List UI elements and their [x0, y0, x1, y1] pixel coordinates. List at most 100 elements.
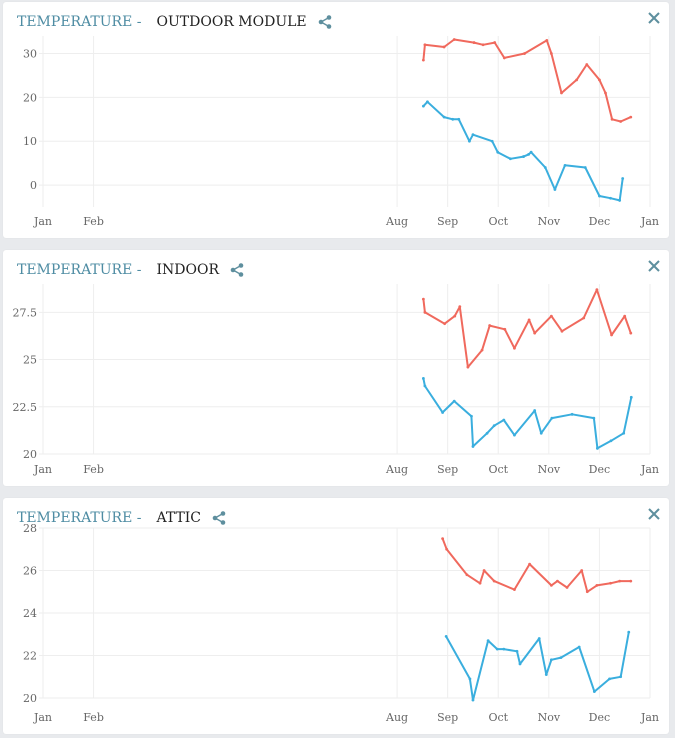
x-tick-label: Aug: [385, 215, 408, 228]
x-tick-label: Aug: [385, 463, 408, 476]
close-icon[interactable]: [647, 259, 661, 273]
data-point: [492, 424, 496, 428]
panel-title: OUTDOOR MODULE: [156, 14, 307, 30]
data-point: [492, 579, 496, 583]
data-point: [421, 377, 425, 380]
data-point: [452, 38, 456, 41]
data-point: [553, 188, 557, 191]
data-point: [582, 316, 586, 320]
data-point: [445, 547, 449, 551]
data-point: [549, 314, 553, 318]
x-tick-label: Jan: [640, 711, 659, 724]
y-tick-label: 27.5: [13, 306, 38, 319]
close-icon[interactable]: [647, 507, 661, 521]
y-tick-label: 20: [23, 692, 37, 705]
data-point: [598, 78, 601, 82]
data-point: [565, 586, 569, 589]
temperature-chart: 27.5 25 22.5 20 Jan Feb Aug Sep Oct Nov Dec Jan: [13, 284, 659, 476]
data-point: [513, 346, 516, 350]
data-point: [426, 100, 429, 104]
data-point: [539, 431, 543, 435]
data-point: [533, 331, 537, 335]
data-point: [502, 647, 506, 651]
close-icon[interactable]: [647, 11, 661, 25]
data-point: [503, 327, 507, 331]
panel-outdoor-module: TEMPERATURE - OUTDOOR MODULE 30 20 10 0 Jan F…: [3, 2, 669, 238]
data-point: [480, 348, 484, 352]
data-point: [466, 365, 470, 369]
data-point: [518, 662, 522, 666]
y-tick-label: 0: [30, 179, 37, 192]
data-point: [560, 329, 564, 333]
data-point: [523, 52, 526, 55]
data-point: [592, 416, 596, 420]
data-point: [604, 91, 607, 95]
data-point: [441, 411, 445, 414]
data-point: [595, 288, 599, 292]
x-tick-label: Jan: [640, 215, 659, 228]
data-point: [488, 324, 492, 327]
temperature-chart: 30 20 10 0 Jan Feb Aug Sep Oct Nov Dec Jan: [23, 36, 659, 228]
x-tick-label: Sep: [437, 215, 458, 228]
data-point: [468, 139, 471, 143]
data-point: [622, 431, 626, 435]
data-point: [482, 569, 486, 572]
data-point: [609, 581, 612, 585]
data-point: [471, 698, 475, 702]
data-point: [618, 199, 622, 202]
data-point: [610, 117, 614, 121]
data-point: [444, 634, 448, 638]
data-point: [608, 677, 611, 681]
data-point: [468, 677, 472, 681]
panel-header: TEMPERATURE - ATTIC: [17, 508, 226, 528]
data-point: [441, 537, 445, 541]
data-point: [421, 104, 425, 108]
data-point: [627, 630, 631, 634]
x-tick-label: Feb: [83, 711, 104, 724]
data-point: [550, 416, 554, 420]
data-point: [457, 117, 461, 121]
data-point: [598, 194, 601, 198]
x-tick-label: Oct: [488, 711, 508, 724]
x-tick-label: Dec: [589, 463, 611, 476]
x-tick-label: Oct: [488, 215, 508, 228]
series-line-low: [445, 631, 630, 702]
panel-indoor: TEMPERATURE - INDOOR 27.5 25 22.5 20 Jan Feb A…: [3, 250, 669, 486]
x-tick-label: Dec: [589, 215, 611, 228]
data-point: [515, 649, 519, 653]
data-point: [618, 579, 622, 583]
y-tick-label: 25: [23, 354, 37, 367]
series-line-high: [441, 538, 631, 593]
data-point: [478, 581, 482, 585]
share-icon[interactable]: [230, 263, 244, 277]
data-point: [442, 45, 446, 49]
y-tick-label: 26: [23, 565, 37, 578]
data-point: [502, 418, 506, 422]
x-tick-label: Nov: [538, 215, 561, 228]
panel-title-prefix: TEMPERATURE -: [17, 14, 142, 30]
data-point: [556, 579, 559, 583]
data-point: [549, 658, 553, 662]
panel-header: TEMPERATURE - INDOOR: [17, 260, 244, 280]
data-point: [629, 395, 633, 399]
data-point: [583, 166, 587, 169]
series-line-low: [422, 378, 633, 450]
data-point: [609, 439, 613, 443]
data-point: [595, 583, 599, 587]
data-point: [629, 579, 633, 583]
data-point: [495, 647, 499, 651]
share-icon[interactable]: [212, 511, 226, 525]
data-point: [421, 58, 425, 62]
data-point: [592, 690, 596, 694]
y-tick-label: 22: [23, 650, 37, 663]
data-point: [471, 133, 475, 137]
data-point: [585, 63, 589, 66]
panel-attic: TEMPERATURE - ATTIC 28 26 24 22 20 Jan Feb Aug S…: [3, 498, 669, 734]
panel-title: INDOOR: [156, 262, 220, 278]
data-point: [529, 150, 533, 154]
share-icon[interactable]: [318, 15, 332, 29]
data-point: [563, 163, 567, 167]
data-point: [490, 139, 494, 143]
data-point: [493, 41, 497, 44]
data-point: [458, 305, 462, 309]
